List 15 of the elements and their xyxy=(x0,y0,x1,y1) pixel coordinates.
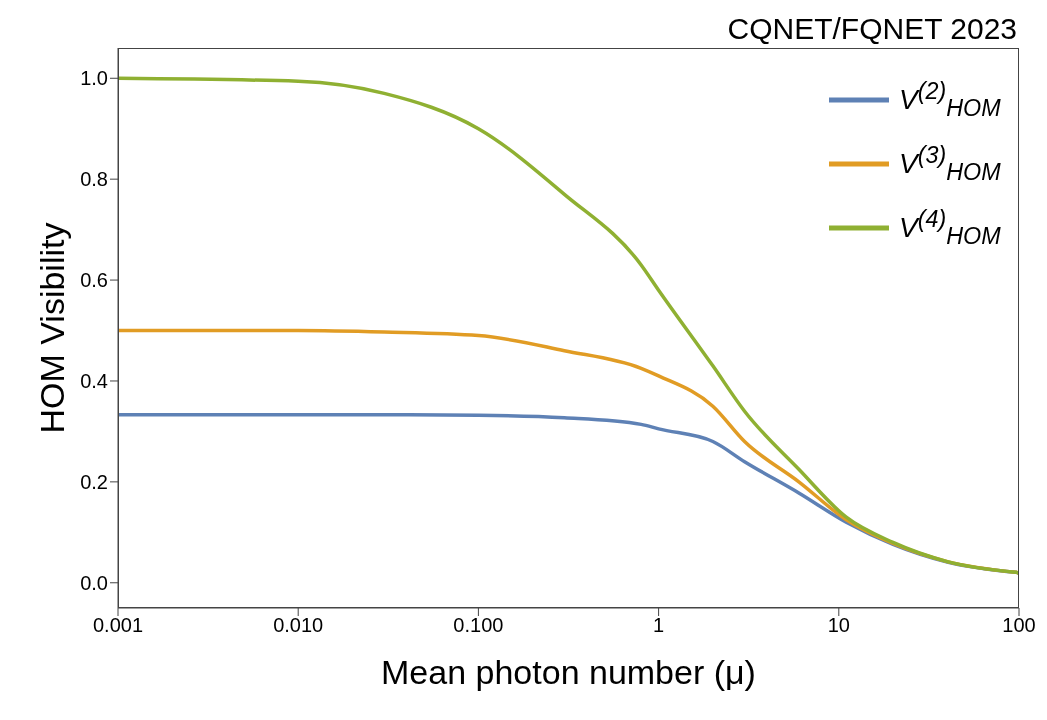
y-tick-label: 0.2 xyxy=(80,470,108,493)
y-tick-label: 0.0 xyxy=(80,571,108,594)
y-tick-label: 0.6 xyxy=(80,269,108,292)
y-tick-label: 0.4 xyxy=(80,370,108,393)
chart-title: CQNET/FQNET 2023 xyxy=(727,12,1017,46)
x-tick-label: 1 xyxy=(653,614,665,637)
y-tick-label: 0.8 xyxy=(80,168,108,191)
x-axis-title: Mean photon number (μ) xyxy=(381,653,756,692)
y-axis-title: HOM Visibility xyxy=(33,222,72,434)
x-tick-label: 0.010 xyxy=(273,614,324,637)
y-tick-label: 1.0 xyxy=(80,67,108,90)
x-tick-label: 0.100 xyxy=(453,614,504,637)
x-tick-label: 0.001 xyxy=(92,614,144,637)
x-tick-label: 10 xyxy=(827,614,850,637)
x-tick-label: 100 xyxy=(1002,614,1036,637)
